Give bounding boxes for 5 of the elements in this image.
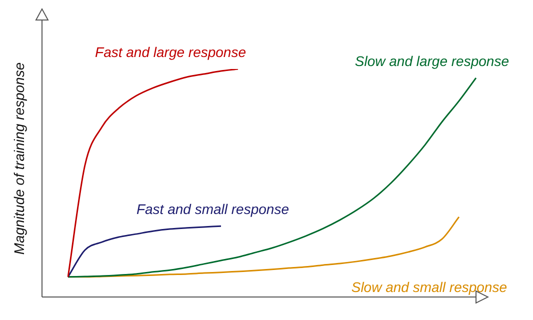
- text: Slow and large response: [354, 52, 510, 69]
- y-axis-title: Magnitude of training response: [10, 62, 27, 255]
- series-label: Slow and small response: [351, 279, 508, 295]
- series-label: Fast and large response: [95, 44, 246, 60]
- series-label: Fast and small response: [136, 201, 290, 218]
